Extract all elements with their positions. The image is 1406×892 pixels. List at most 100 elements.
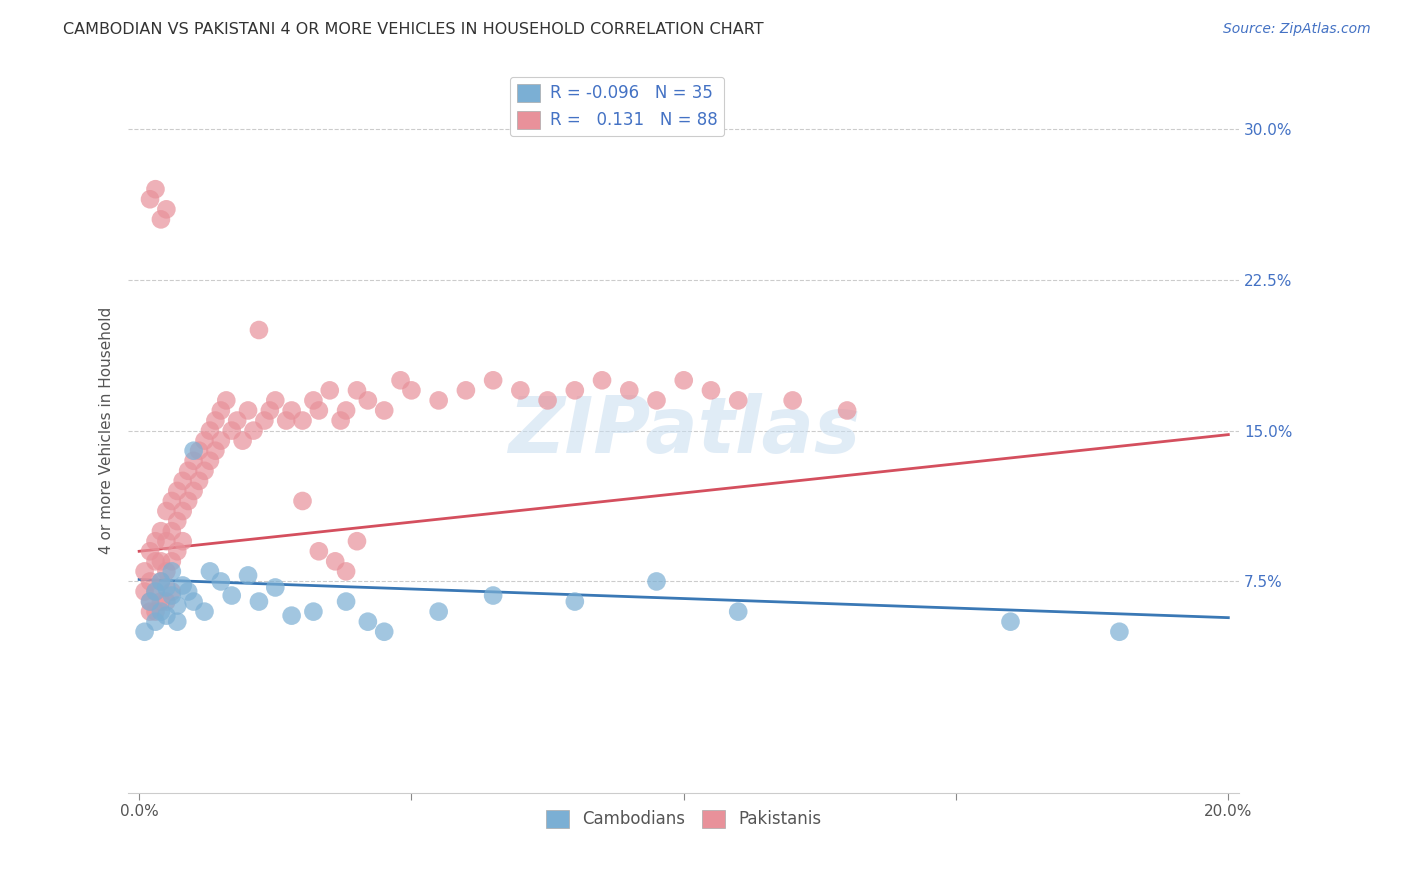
Point	[302, 393, 325, 408]
Point	[139, 192, 162, 206]
Point	[427, 393, 450, 408]
Point	[188, 474, 211, 488]
Point	[204, 413, 226, 427]
Point	[193, 605, 215, 619]
Point	[308, 544, 330, 558]
Point	[645, 574, 668, 589]
Point	[139, 574, 162, 589]
Point	[264, 393, 287, 408]
Point	[236, 403, 259, 417]
Point	[357, 615, 380, 629]
Point	[145, 554, 167, 568]
Text: ZIPatlas: ZIPatlas	[508, 392, 860, 468]
Point	[177, 584, 200, 599]
Point	[323, 554, 346, 568]
Point	[335, 403, 357, 417]
Point	[335, 594, 357, 608]
Point	[149, 605, 172, 619]
Point	[172, 504, 194, 518]
Point	[139, 544, 162, 558]
Point	[276, 413, 298, 427]
Point	[221, 589, 243, 603]
Point	[149, 554, 172, 568]
Point	[172, 534, 194, 549]
Y-axis label: 4 or more Vehicles in Household: 4 or more Vehicles in Household	[100, 307, 114, 554]
Point	[160, 565, 183, 579]
Point	[177, 494, 200, 508]
Point	[835, 403, 858, 417]
Text: Source: ZipAtlas.com: Source: ZipAtlas.com	[1223, 22, 1371, 37]
Point	[172, 474, 194, 488]
Point	[183, 594, 205, 608]
Point	[482, 589, 505, 603]
Point	[145, 615, 167, 629]
Point	[373, 624, 395, 639]
Point	[160, 584, 183, 599]
Point	[160, 554, 183, 568]
Point	[346, 384, 368, 398]
Point	[357, 393, 380, 408]
Point	[172, 578, 194, 592]
Legend: Cambodians, Pakistanis: Cambodians, Pakistanis	[538, 803, 828, 835]
Point	[226, 413, 249, 427]
Point	[134, 565, 156, 579]
Point	[329, 413, 352, 427]
Point	[166, 599, 188, 613]
Point	[155, 581, 177, 595]
Point	[727, 393, 749, 408]
Point	[264, 581, 287, 595]
Point	[253, 413, 276, 427]
Point	[193, 434, 215, 448]
Point	[291, 494, 314, 508]
Point	[134, 584, 156, 599]
Point	[145, 534, 167, 549]
Point	[401, 384, 423, 398]
Point	[672, 373, 695, 387]
Point	[209, 574, 232, 589]
Point	[536, 393, 558, 408]
Point	[166, 483, 188, 498]
Point	[591, 373, 613, 387]
Point	[427, 605, 450, 619]
Point	[149, 594, 172, 608]
Point	[198, 454, 221, 468]
Point	[160, 494, 183, 508]
Point	[215, 393, 238, 408]
Point	[183, 454, 205, 468]
Point	[155, 565, 177, 579]
Point	[155, 594, 177, 608]
Point	[619, 384, 641, 398]
Point	[373, 403, 395, 417]
Point	[139, 594, 162, 608]
Point	[280, 403, 302, 417]
Point	[149, 524, 172, 538]
Point	[509, 384, 531, 398]
Point	[1108, 624, 1130, 639]
Point	[232, 434, 254, 448]
Point	[280, 608, 302, 623]
Point	[564, 594, 586, 608]
Point	[177, 464, 200, 478]
Point	[139, 594, 162, 608]
Point	[389, 373, 412, 387]
Point	[166, 544, 188, 558]
Point	[139, 605, 162, 619]
Point	[564, 384, 586, 398]
Point	[259, 403, 281, 417]
Point	[160, 524, 183, 538]
Point	[145, 584, 167, 599]
Point	[700, 384, 723, 398]
Point	[782, 393, 804, 408]
Point	[149, 212, 172, 227]
Point	[155, 504, 177, 518]
Point	[183, 483, 205, 498]
Text: CAMBODIAN VS PAKISTANI 4 OR MORE VEHICLES IN HOUSEHOLD CORRELATION CHART: CAMBODIAN VS PAKISTANI 4 OR MORE VEHICLE…	[63, 22, 763, 37]
Point	[645, 393, 668, 408]
Point	[247, 323, 270, 337]
Point	[482, 373, 505, 387]
Point	[302, 605, 325, 619]
Point	[145, 584, 167, 599]
Point	[335, 565, 357, 579]
Point	[242, 424, 264, 438]
Point	[188, 443, 211, 458]
